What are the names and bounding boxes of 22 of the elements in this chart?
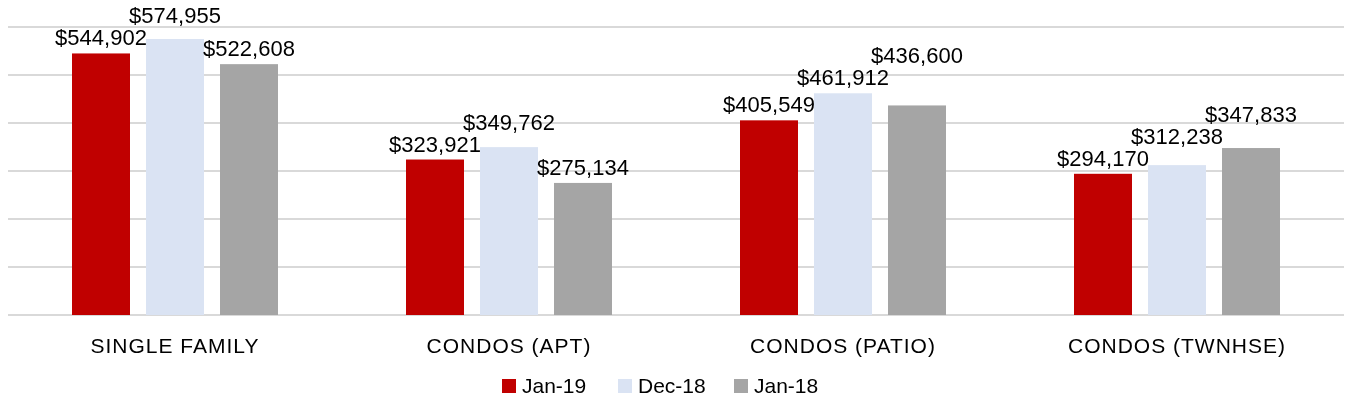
legend-label: Jan-18	[754, 374, 819, 397]
bar	[146, 39, 204, 315]
data-label: $405,549	[723, 92, 815, 118]
bar	[480, 147, 538, 315]
data-label: $275,134	[537, 154, 629, 180]
bar	[814, 93, 872, 315]
x-tick-label: SINGLE FAMILY	[90, 334, 260, 357]
bar	[72, 53, 130, 315]
x-tick-label: CONDOS (APT)	[426, 334, 592, 357]
legend-label: Dec-18	[638, 374, 706, 397]
bar	[406, 159, 464, 315]
x-tick-label: CONDOS (TWNHSE)	[1068, 334, 1286, 357]
bar	[1148, 165, 1206, 315]
data-label: $522,608	[203, 36, 295, 62]
x-tick-label: CONDOS (PATIO)	[750, 334, 936, 357]
bar	[888, 105, 946, 315]
bar	[220, 64, 278, 315]
legend-label: Jan-19	[522, 374, 587, 397]
bar	[1222, 148, 1280, 315]
bar	[554, 182, 612, 315]
bar	[1074, 173, 1132, 315]
bar	[740, 120, 798, 315]
